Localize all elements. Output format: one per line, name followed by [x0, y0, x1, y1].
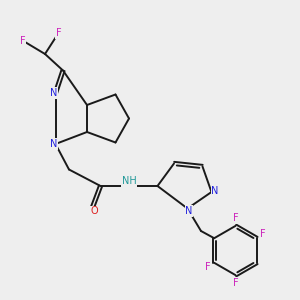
- Text: N: N: [212, 185, 219, 196]
- Text: F: F: [233, 278, 238, 288]
- Text: N: N: [50, 88, 58, 98]
- Text: F: F: [56, 28, 61, 38]
- Text: F: F: [20, 35, 25, 46]
- Text: N: N: [185, 206, 193, 216]
- Text: F: F: [233, 213, 238, 224]
- Text: N: N: [50, 139, 58, 149]
- Text: F: F: [205, 262, 211, 272]
- Text: O: O: [90, 206, 98, 217]
- Text: NH: NH: [122, 176, 136, 187]
- Text: F: F: [260, 230, 266, 239]
